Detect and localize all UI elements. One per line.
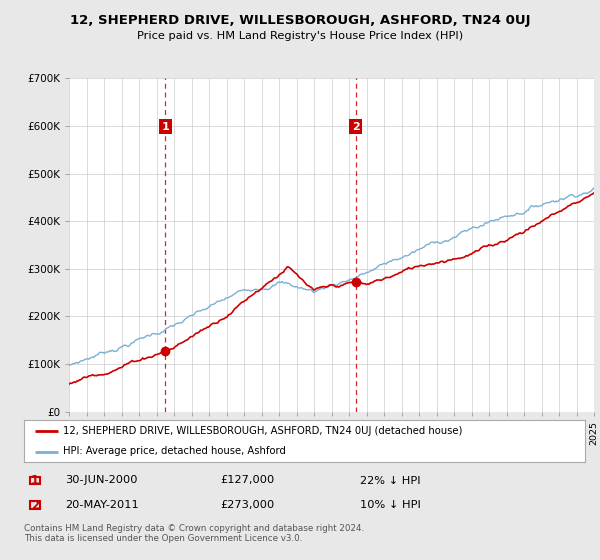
Text: HPI: Average price, detached house, Ashford: HPI: Average price, detached house, Ashf…	[63, 446, 286, 456]
Text: £273,000: £273,000	[220, 500, 274, 510]
Text: 12, SHEPHERD DRIVE, WILLESBOROUGH, ASHFORD, TN24 0UJ: 12, SHEPHERD DRIVE, WILLESBOROUGH, ASHFO…	[70, 14, 530, 27]
Text: 20-MAY-2011: 20-MAY-2011	[65, 500, 139, 510]
Bar	[30, 501, 40, 509]
Text: 2: 2	[352, 122, 359, 132]
Text: 22% ↓ HPI: 22% ↓ HPI	[360, 475, 421, 486]
Text: 12, SHEPHERD DRIVE, WILLESBOROUGH, ASHFORD, TN24 0UJ (detached house): 12, SHEPHERD DRIVE, WILLESBOROUGH, ASHFO…	[63, 426, 463, 436]
Text: Price paid vs. HM Land Registry's House Price Index (HPI): Price paid vs. HM Land Registry's House …	[137, 31, 463, 41]
Text: 2: 2	[31, 498, 39, 512]
Text: 30-JUN-2000: 30-JUN-2000	[65, 475, 137, 486]
Text: 1: 1	[31, 474, 39, 487]
Text: £127,000: £127,000	[220, 475, 274, 486]
Text: 10% ↓ HPI: 10% ↓ HPI	[360, 500, 421, 510]
Text: 1: 1	[161, 122, 169, 132]
Bar	[30, 477, 40, 484]
Text: Contains HM Land Registry data © Crown copyright and database right 2024.
This d: Contains HM Land Registry data © Crown c…	[24, 524, 364, 543]
